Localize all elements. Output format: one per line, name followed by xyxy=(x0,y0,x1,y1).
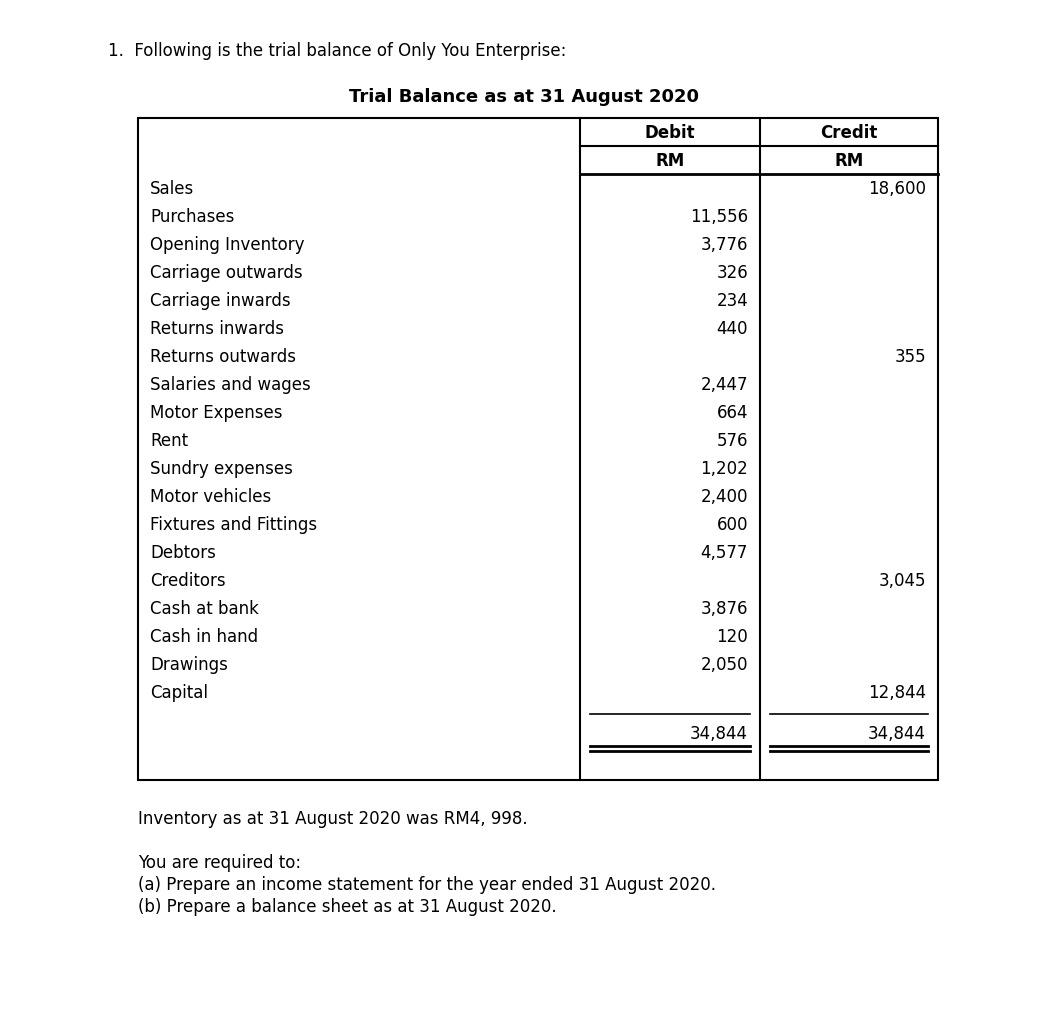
Text: Carriage inwards: Carriage inwards xyxy=(150,292,290,311)
Text: 576: 576 xyxy=(717,432,748,450)
Text: RM: RM xyxy=(834,153,864,170)
Text: Credit: Credit xyxy=(821,125,877,142)
Text: Trial Balance as at 31 August 2020: Trial Balance as at 31 August 2020 xyxy=(349,88,699,106)
Text: (b) Prepare a balance sheet as at 31 August 2020.: (b) Prepare a balance sheet as at 31 Aug… xyxy=(138,898,556,916)
Text: 3,776: 3,776 xyxy=(700,236,748,255)
Text: Cash at bank: Cash at bank xyxy=(150,601,259,618)
Text: Fixtures and Fittings: Fixtures and Fittings xyxy=(150,516,318,535)
Text: 3,045: 3,045 xyxy=(878,573,926,590)
Text: Cash in hand: Cash in hand xyxy=(150,628,258,646)
Text: Drawings: Drawings xyxy=(150,656,227,674)
Text: 1.  Following is the trial balance of Only You Enterprise:: 1. Following is the trial balance of Onl… xyxy=(108,42,566,60)
Text: Debtors: Debtors xyxy=(150,545,216,562)
Text: You are required to:: You are required to: xyxy=(138,854,301,872)
Text: Salaries and wages: Salaries and wages xyxy=(150,377,311,394)
Text: Debit: Debit xyxy=(645,125,695,142)
Text: 2,050: 2,050 xyxy=(700,656,748,674)
Text: 1,202: 1,202 xyxy=(700,460,748,479)
Text: 440: 440 xyxy=(717,320,748,338)
Text: 234: 234 xyxy=(716,292,748,311)
Text: 120: 120 xyxy=(716,628,748,646)
Text: Purchases: Purchases xyxy=(150,208,235,226)
Text: 18,600: 18,600 xyxy=(868,181,926,198)
Text: Rent: Rent xyxy=(150,432,189,450)
Text: Opening Inventory: Opening Inventory xyxy=(150,236,305,255)
Text: Carriage outwards: Carriage outwards xyxy=(150,264,303,283)
Text: Creditors: Creditors xyxy=(150,573,225,590)
Text: Motor vehicles: Motor vehicles xyxy=(150,488,271,507)
Text: 2,447: 2,447 xyxy=(700,377,748,394)
Text: 11,556: 11,556 xyxy=(690,208,748,226)
Text: 664: 664 xyxy=(717,405,748,422)
Text: 34,844: 34,844 xyxy=(690,724,748,743)
Text: Returns inwards: Returns inwards xyxy=(150,320,284,338)
Text: 600: 600 xyxy=(717,516,748,535)
Bar xyxy=(138,118,938,780)
Text: Sundry expenses: Sundry expenses xyxy=(150,460,292,479)
Text: Motor Expenses: Motor Expenses xyxy=(150,405,283,422)
Text: Sales: Sales xyxy=(150,181,194,198)
Text: Returns outwards: Returns outwards xyxy=(150,349,296,366)
Text: 355: 355 xyxy=(894,349,926,366)
Text: Capital: Capital xyxy=(150,684,208,703)
Text: 4,577: 4,577 xyxy=(701,545,748,562)
Text: 2,400: 2,400 xyxy=(700,488,748,507)
Text: Inventory as at 31 August 2020 was RM4, 998.: Inventory as at 31 August 2020 was RM4, … xyxy=(138,810,527,828)
Text: 12,844: 12,844 xyxy=(868,684,926,703)
Text: 326: 326 xyxy=(716,264,748,283)
Text: (a) Prepare an income statement for the year ended 31 August 2020.: (a) Prepare an income statement for the … xyxy=(138,876,716,894)
Text: 34,844: 34,844 xyxy=(868,724,926,743)
Text: RM: RM xyxy=(655,153,684,170)
Text: 3,876: 3,876 xyxy=(700,601,748,618)
